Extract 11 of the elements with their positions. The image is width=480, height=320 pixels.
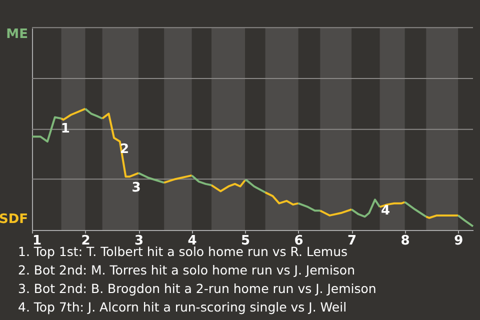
text: 4. Top 7th: J. Alcorn hit a run-scoring single vs J. Weil (18, 300, 347, 314)
text: ME (6, 27, 28, 42)
text: 3. Bot 2nd: B. Brogdon hit a 2-run home run vs J. Jemison (18, 281, 376, 296)
text: 2. Bot 2nd: M. Torres hit a solo home run vs J. Jemison (18, 262, 355, 278)
text: SDF (0, 212, 28, 227)
x-tick-label: 7 (348, 234, 357, 248)
annotation: 3 (132, 180, 141, 196)
annotation: 4 (381, 204, 390, 219)
x-tick-label: 9 (454, 234, 464, 248)
annotation: 1 (60, 121, 70, 136)
x-tick-label: 8 (400, 234, 410, 248)
